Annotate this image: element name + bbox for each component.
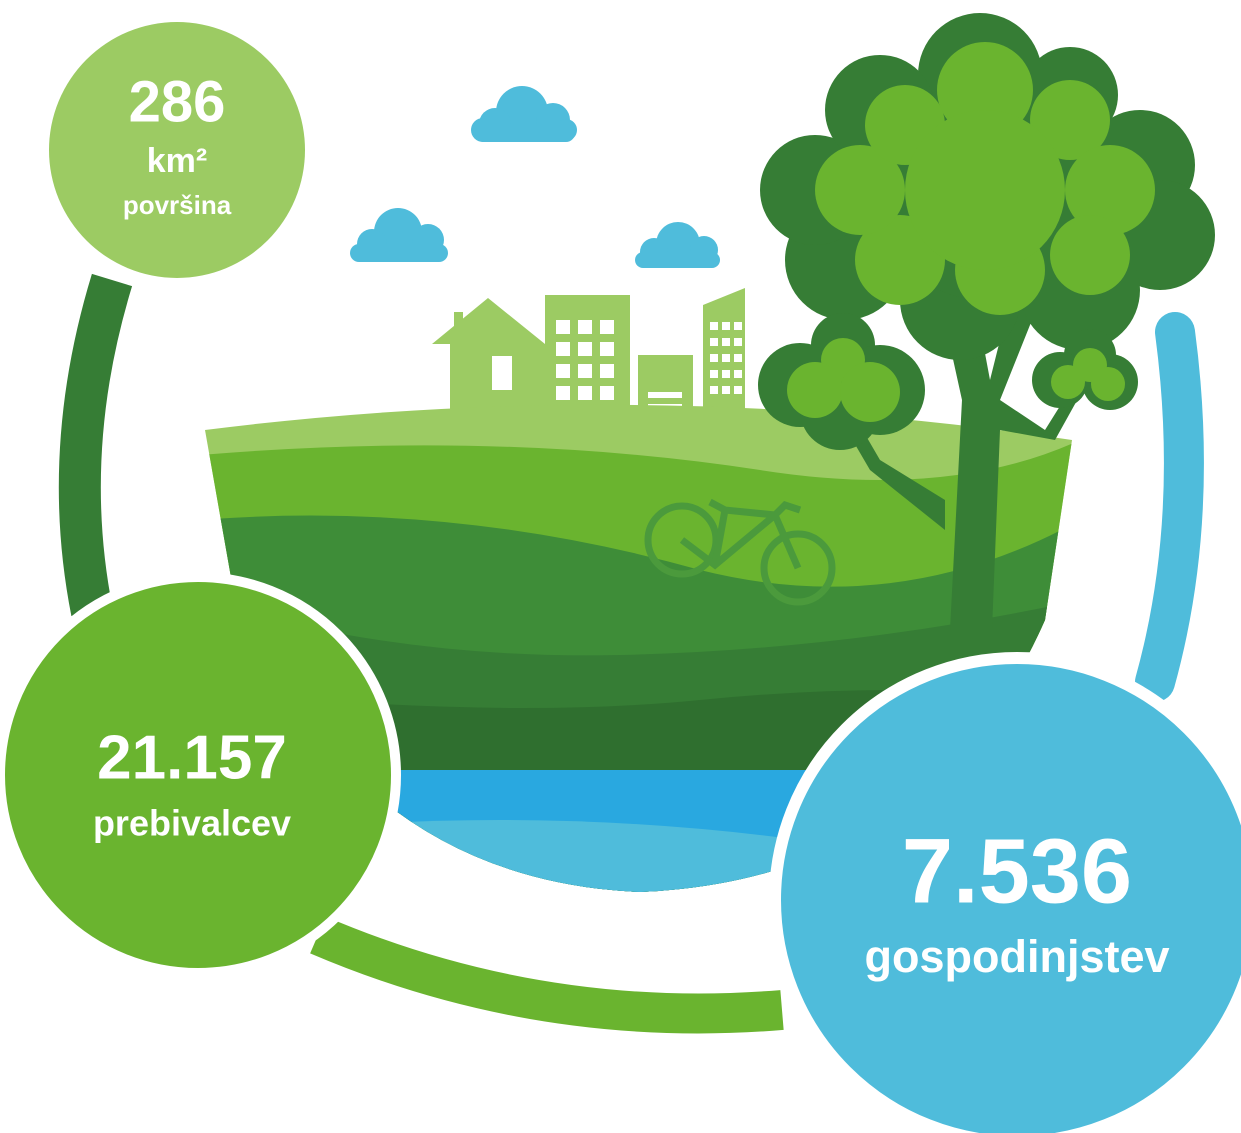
stat-label: površina — [123, 190, 232, 220]
stat-value: 7.536 — [902, 820, 1132, 922]
stat-area: 286 km² površina — [49, 22, 305, 278]
stat-value: 21.157 — [97, 723, 287, 792]
cloud — [635, 222, 720, 268]
page: 286 km² površina 21.157 prebivalcev 7.53… — [0, 0, 1241, 1133]
clouds — [350, 86, 720, 268]
stat-households: 7.536 gospodinjstev — [775, 658, 1241, 1133]
cloud — [471, 86, 577, 142]
stat-population: 21.157 prebivalcev — [0, 577, 396, 973]
chimney — [454, 312, 463, 336]
stat-value: 286 — [129, 69, 226, 134]
stat-label: prebivalcev — [93, 803, 291, 844]
arc-right — [1155, 332, 1184, 682]
stat-unit: km² — [147, 142, 207, 180]
cloud — [350, 208, 448, 262]
infographic: 286 km² površina 21.157 prebivalcev 7.53… — [0, 0, 1241, 1133]
arc-bottom — [318, 935, 782, 1013]
stat-label: gospodinjstev — [864, 931, 1169, 982]
arc-left — [80, 280, 112, 612]
